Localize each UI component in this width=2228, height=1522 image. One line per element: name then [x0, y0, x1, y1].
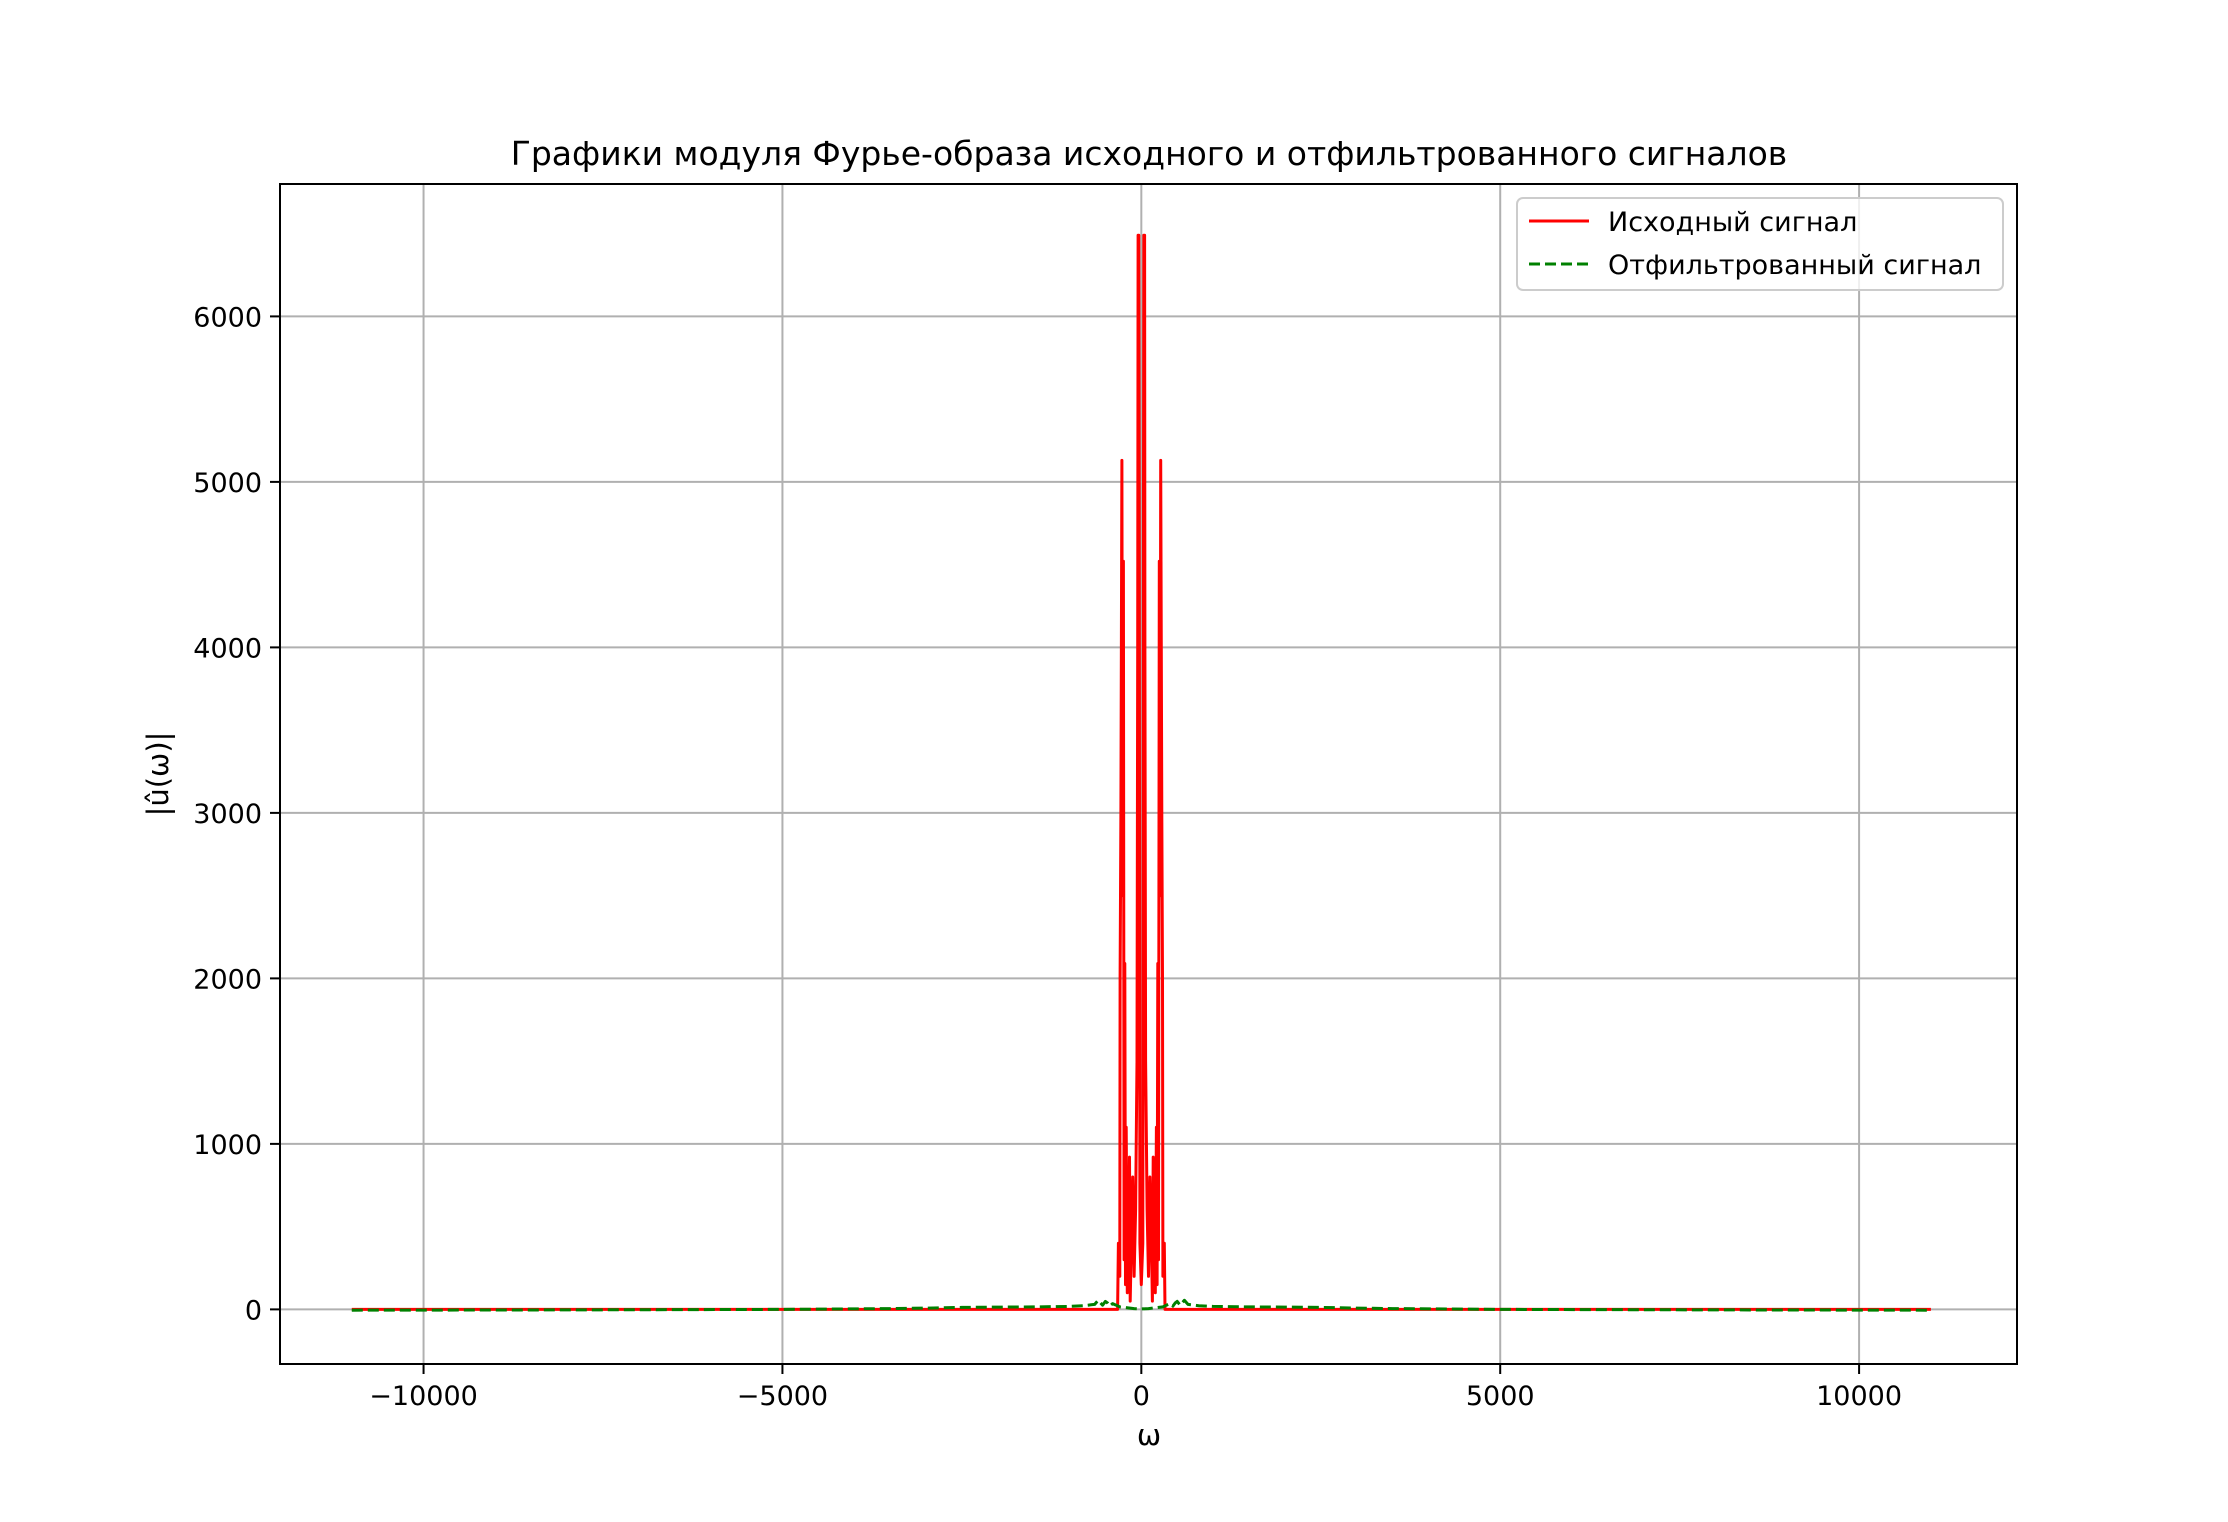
y-axis-label: |û(ω)| [141, 732, 175, 817]
y-tick-label: 0 [245, 1295, 262, 1326]
ticks-layer: −10000 −5000 0 5000 10000 0 1000 2000 3000 4000 50… [193, 302, 1902, 1412]
grid-layer [280, 184, 2017, 1364]
x-axis-label: ω [1137, 1418, 1161, 1452]
x-tick-label: −5000 [737, 1381, 828, 1412]
series-line-filtered [351, 1298, 1931, 1312]
legend-label-filtered: Отфильтрованный сигнал [1608, 250, 1981, 281]
x-tick-label: 0 [1133, 1381, 1150, 1412]
series-line-original [351, 233, 1931, 1311]
x-tick-label: 5000 [1466, 1381, 1535, 1412]
y-tick-label: 1000 [193, 1130, 262, 1161]
legend: Исходный сигнал Отфильтрованный сигнал [1516, 197, 2004, 291]
x-tick-label: 10000 [1816, 1381, 1902, 1412]
y-tick-label: 4000 [193, 633, 262, 664]
y-tick-label: 5000 [193, 468, 262, 499]
legend-label-original: Исходный сигнал [1608, 207, 1857, 238]
legend-box [1516, 197, 2004, 291]
plot-area-frame [279, 183, 2018, 1365]
chart-title: Графики модуля Фурье-образа исходного и … [511, 134, 1788, 173]
series-layer [351, 233, 1931, 1312]
y-tick-label: 2000 [193, 964, 262, 995]
x-tick-label: −10000 [369, 1381, 478, 1412]
y-tick-label: 6000 [193, 302, 262, 333]
y-tick-label: 3000 [193, 799, 262, 830]
